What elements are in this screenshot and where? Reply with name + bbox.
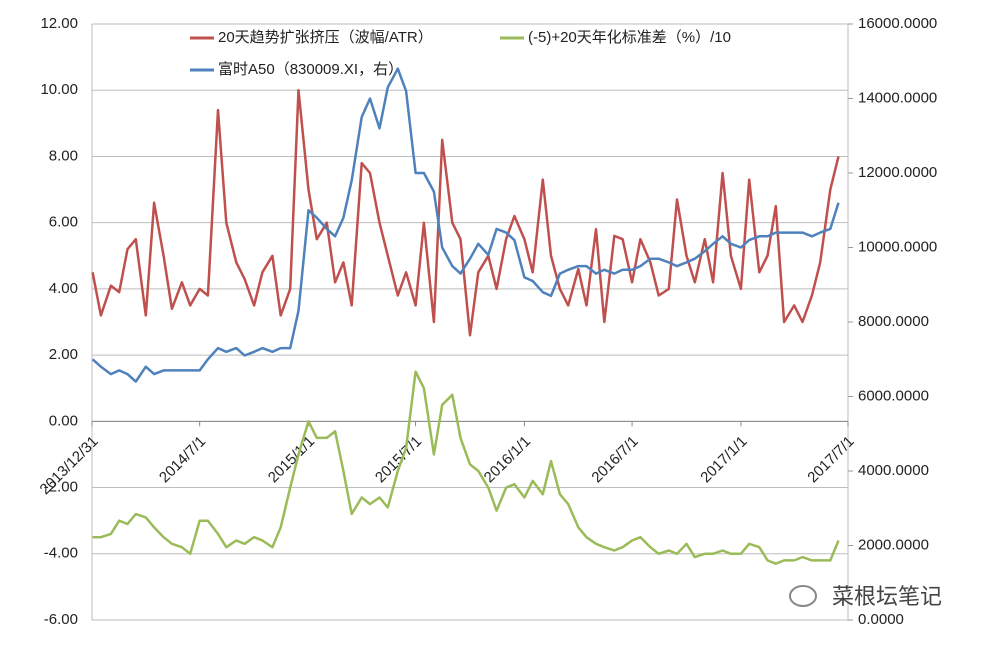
y-tick-label: 6.00	[49, 214, 78, 231]
y-tick-label: 4.00	[49, 280, 78, 297]
watermark: 菜根坛笔记	[789, 584, 942, 609]
legend-label: (-5)+20天年化标准差（%）/10	[528, 29, 731, 46]
watermark-text: 菜根坛笔记	[832, 584, 942, 609]
watermark-icon	[789, 585, 817, 607]
y2-tick-label: 8000.0000	[858, 313, 929, 330]
y2-tick-label: 4000.0000	[858, 462, 929, 479]
legend-label: 20天趋势扩张挤压（波幅/ATR）	[218, 29, 433, 46]
y-tick-label: 0.00	[49, 412, 78, 429]
series-line	[91, 88, 840, 337]
x-tick-label: 2017/7/1	[804, 433, 857, 486]
y2-tick-label: 6000.0000	[858, 387, 929, 404]
x-tick-label: 2016/7/1	[588, 433, 641, 486]
y-tick-label: 12.00	[40, 15, 78, 32]
x-tick-label: 2016/1/1	[481, 433, 534, 486]
y-tick-label: 10.00	[40, 81, 78, 98]
y2-tick-label: 14000.0000	[858, 89, 937, 106]
series-line	[91, 67, 840, 383]
x-tick-label: 2014/7/1	[156, 433, 209, 486]
legend-label: 富时A50（830009.XI，右）	[218, 60, 403, 78]
y2-tick-label: 2000.0000	[858, 536, 929, 553]
y-tick-label: -2.00	[44, 479, 78, 496]
y-tick-label: -4.00	[44, 545, 78, 562]
x-tick-label: 2015/7/1	[372, 433, 425, 486]
y2-tick-label: 10000.0000	[858, 238, 937, 255]
y-tick-label: 8.00	[49, 147, 78, 164]
y-tick-label: -6.00	[44, 611, 78, 628]
y-tick-label: 2.00	[49, 346, 78, 363]
y2-tick-label: 0.0000	[858, 611, 904, 628]
y2-tick-label: 16000.0000	[858, 15, 937, 32]
y2-tick-label: 12000.0000	[858, 164, 937, 181]
series-line	[92, 370, 840, 565]
plot-area	[91, 23, 849, 621]
x-tick-label: 2017/1/1	[697, 433, 750, 486]
